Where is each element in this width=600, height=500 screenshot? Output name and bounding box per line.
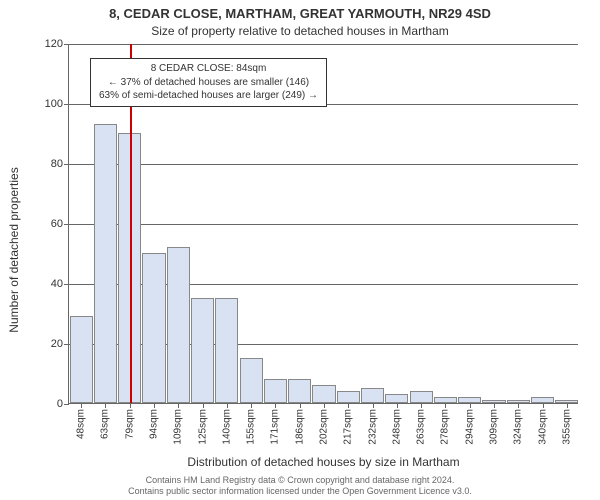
xtick-label: 140sqm [221, 409, 232, 445]
ytick-label: 20 [51, 338, 63, 350]
ytick-label: 80 [51, 158, 63, 170]
footer-line1: Contains HM Land Registry data © Crown c… [0, 475, 600, 486]
xtick-mark [81, 403, 82, 408]
ytick-label: 60 [51, 218, 63, 230]
ytick-label: 120 [45, 38, 63, 50]
ytick-label: 40 [51, 278, 63, 290]
xtick-label: 109sqm [173, 409, 184, 445]
xtick-mark [421, 403, 422, 408]
xtick-mark [494, 403, 495, 408]
xtick-mark [470, 403, 471, 408]
histogram-bar [191, 298, 214, 403]
histogram-bar [215, 298, 238, 403]
xtick-label: 309sqm [489, 409, 500, 445]
xtick-label: 324sqm [513, 409, 524, 445]
ytick-mark [64, 284, 69, 285]
histogram-bar [361, 388, 384, 403]
xtick-label: 202sqm [319, 409, 330, 445]
xtick-mark [130, 403, 131, 408]
histogram-bar [264, 379, 287, 403]
xtick-mark [154, 403, 155, 408]
ytick-mark [64, 224, 69, 225]
footer-line2: Contains public sector information licen… [0, 486, 600, 497]
xtick-mark [275, 403, 276, 408]
xtick-mark [445, 403, 446, 408]
y-axis-label: Number of detached properties [7, 167, 21, 332]
xtick-mark [518, 403, 519, 408]
xtick-label: 63sqm [100, 409, 111, 439]
ytick-mark [64, 44, 69, 45]
xtick-label: 340sqm [537, 409, 548, 445]
xtick-mark [178, 403, 179, 408]
footer: Contains HM Land Registry data © Crown c… [0, 475, 600, 498]
xtick-label: 217sqm [343, 409, 354, 445]
histogram-bar [385, 394, 408, 403]
ytick-label: 0 [57, 398, 63, 410]
xtick-label: 171sqm [270, 409, 281, 445]
gridline [69, 164, 578, 165]
xtick-label: 355sqm [561, 409, 572, 445]
ytick-label: 100 [45, 98, 63, 110]
xtick-label: 248sqm [391, 409, 402, 445]
histogram-bar [410, 391, 433, 403]
histogram-bar [288, 379, 311, 403]
annotation-line3: 63% of semi-detached houses are larger (… [99, 89, 318, 103]
ytick-mark [64, 404, 69, 405]
xtick-mark [251, 403, 252, 408]
histogram-bar [337, 391, 360, 403]
xtick-mark [567, 403, 568, 408]
xtick-mark [203, 403, 204, 408]
xtick-label: 186sqm [294, 409, 305, 445]
annotation-box: 8 CEDAR CLOSE: 84sqm ← 37% of detached h… [90, 58, 327, 107]
gridline [69, 224, 578, 225]
xtick-label: 263sqm [416, 409, 427, 445]
histogram-bar [142, 253, 165, 403]
xtick-label: 278sqm [440, 409, 451, 445]
xtick-mark [227, 403, 228, 408]
xtick-label: 155sqm [246, 409, 257, 445]
xtick-mark [324, 403, 325, 408]
ytick-mark [64, 104, 69, 105]
xtick-label: 48sqm [76, 409, 87, 439]
xtick-mark [543, 403, 544, 408]
xtick-mark [348, 403, 349, 408]
xtick-mark [300, 403, 301, 408]
chart-title-sub: Size of property relative to detached ho… [0, 24, 600, 38]
xtick-label: 94sqm [149, 409, 160, 439]
histogram-bar [240, 358, 263, 403]
xtick-mark [397, 403, 398, 408]
ytick-mark [64, 344, 69, 345]
x-axis-label: Distribution of detached houses by size … [69, 455, 578, 469]
histogram-bar [70, 316, 93, 403]
xtick-label: 294sqm [464, 409, 475, 445]
chart-title-main: 8, CEDAR CLOSE, MARTHAM, GREAT YARMOUTH,… [0, 6, 600, 21]
gridline [69, 44, 578, 45]
ytick-mark [64, 164, 69, 165]
xtick-mark [373, 403, 374, 408]
xtick-label: 232sqm [367, 409, 378, 445]
xtick-label: 79sqm [124, 409, 135, 439]
histogram-bar [94, 124, 117, 403]
histogram-bar [312, 385, 335, 403]
annotation-line1: 8 CEDAR CLOSE: 84sqm [99, 62, 318, 76]
xtick-mark [105, 403, 106, 408]
xtick-label: 125sqm [197, 409, 208, 445]
annotation-line2: ← 37% of detached houses are smaller (14… [99, 76, 318, 90]
chart-container: 8, CEDAR CLOSE, MARTHAM, GREAT YARMOUTH,… [0, 0, 600, 500]
histogram-bar [167, 247, 190, 403]
